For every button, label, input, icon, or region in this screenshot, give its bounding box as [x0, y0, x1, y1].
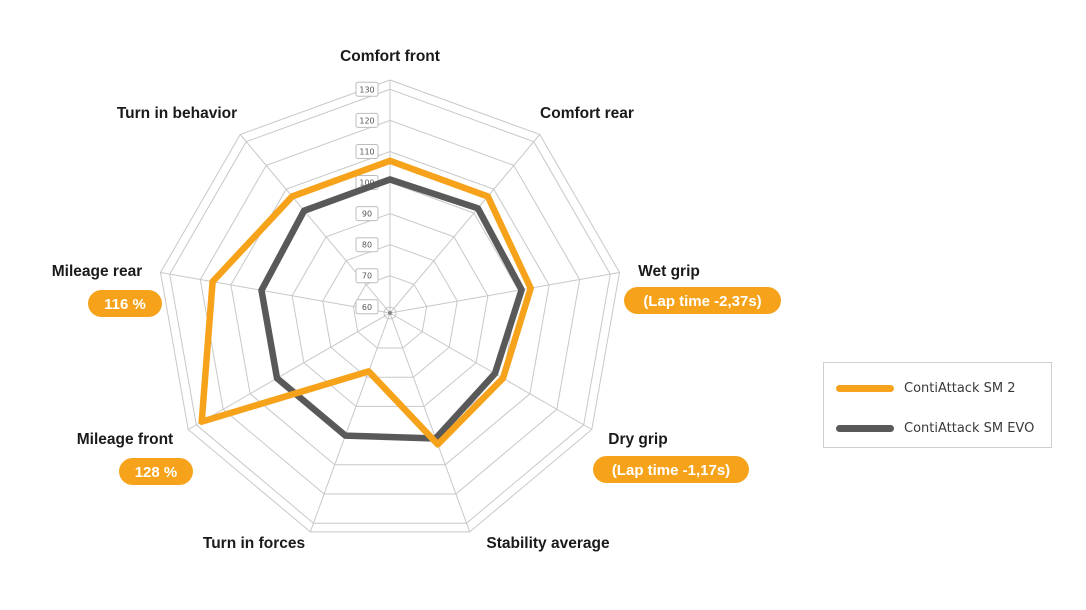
axis-label-dry-grip: Dry grip — [608, 431, 667, 448]
grid-ring-0 — [383, 306, 397, 320]
annotation-mileage-rear-text: 116 % — [104, 296, 146, 313]
axis-label-turn-in-forces: Turn in forces — [203, 535, 305, 552]
svg-text:110: 110 — [359, 148, 374, 157]
annotation-wet-grip-text: (Lap time -2,37s) — [643, 293, 761, 310]
spoke-2 — [389, 272, 620, 314]
tick-label-70: 70 — [355, 268, 379, 284]
axis-label-comfort-rear: Comfort rear — [540, 105, 634, 122]
radar-series — [198, 157, 534, 448]
axis-label-comfort-front: Comfort front — [340, 48, 440, 65]
spoke-7 — [160, 272, 391, 314]
series-line-sm-evo — [258, 176, 525, 442]
svg-text:70: 70 — [362, 272, 372, 281]
tick-label-80: 80 — [355, 237, 379, 253]
svg-text:100: 100 — [359, 179, 374, 188]
series-line-sm2 — [198, 157, 534, 448]
grid-ring-1 — [352, 275, 428, 349]
svg-text:120: 120 — [359, 116, 374, 125]
grid-ring-8 — [159, 79, 621, 533]
legend-item-sm-evo: ContiAttack SM EVO — [836, 421, 1034, 436]
tick-label-120: 120 — [355, 112, 379, 128]
tick-label-60: 60 — [355, 299, 379, 315]
spoke-5 — [309, 312, 391, 533]
axis-label-mileage-rear: Mileage rear — [52, 263, 142, 280]
axis-label-mileage-front: Mileage front — [77, 431, 173, 448]
svg-text:80: 80 — [362, 241, 372, 250]
chart-legend: ContiAttack SM 2 ContiAttack SM EVO — [823, 362, 1052, 448]
annotation-mileage-front-text: 128 % — [135, 464, 178, 481]
spoke-6 — [187, 312, 391, 430]
center-dot — [388, 311, 392, 315]
spoke-3 — [389, 312, 593, 430]
grid-ring-3 — [291, 213, 489, 407]
axis-label-stability-average: Stability average — [486, 535, 610, 552]
axis-label-wet-grip: Wet grip — [638, 263, 700, 280]
spoke-1 — [389, 134, 541, 314]
grid-ring-2 — [322, 244, 458, 378]
svg-text:60: 60 — [362, 303, 372, 312]
annotation-dry-grip-pill: (Lap time -1,17s) — [593, 456, 749, 483]
svg-text:130: 130 — [359, 85, 374, 94]
legend-item-sm2: ContiAttack SM 2 — [836, 381, 1015, 396]
spoke-8 — [239, 134, 391, 314]
tick-label-90: 90 — [355, 206, 379, 222]
annotation-dry-grip-text: (Lap time -1,17s) — [612, 462, 730, 479]
axis-label-turn-in-behavior: Turn in behavior — [117, 105, 237, 122]
grid-ring-7 — [169, 88, 611, 524]
legend-swatch-sm2 — [836, 385, 894, 392]
spoke-4 — [389, 312, 471, 533]
legend-label-sm2: ContiAttack SM 2 — [904, 381, 1016, 396]
tick-label-130: 130 — [355, 81, 379, 97]
annotation-wet-grip-pill: (Lap time -2,37s) — [624, 287, 781, 314]
tick-label-110: 110 — [355, 144, 379, 159]
legend-swatch-sm-evo — [836, 425, 894, 432]
annotation-mileage-rear-pill: 116 % — [88, 290, 162, 317]
annotation-mileage-front-pill: 128 % — [119, 458, 193, 485]
grid-ring-6 — [199, 119, 581, 495]
svg-text:90: 90 — [362, 210, 372, 219]
radar-tick-labels: 60 70 80 90 100 110 120 130 — [355, 81, 379, 315]
legend-label-sm-evo: ContiAttack SM EVO — [904, 421, 1035, 436]
radar-spokes — [160, 80, 620, 533]
